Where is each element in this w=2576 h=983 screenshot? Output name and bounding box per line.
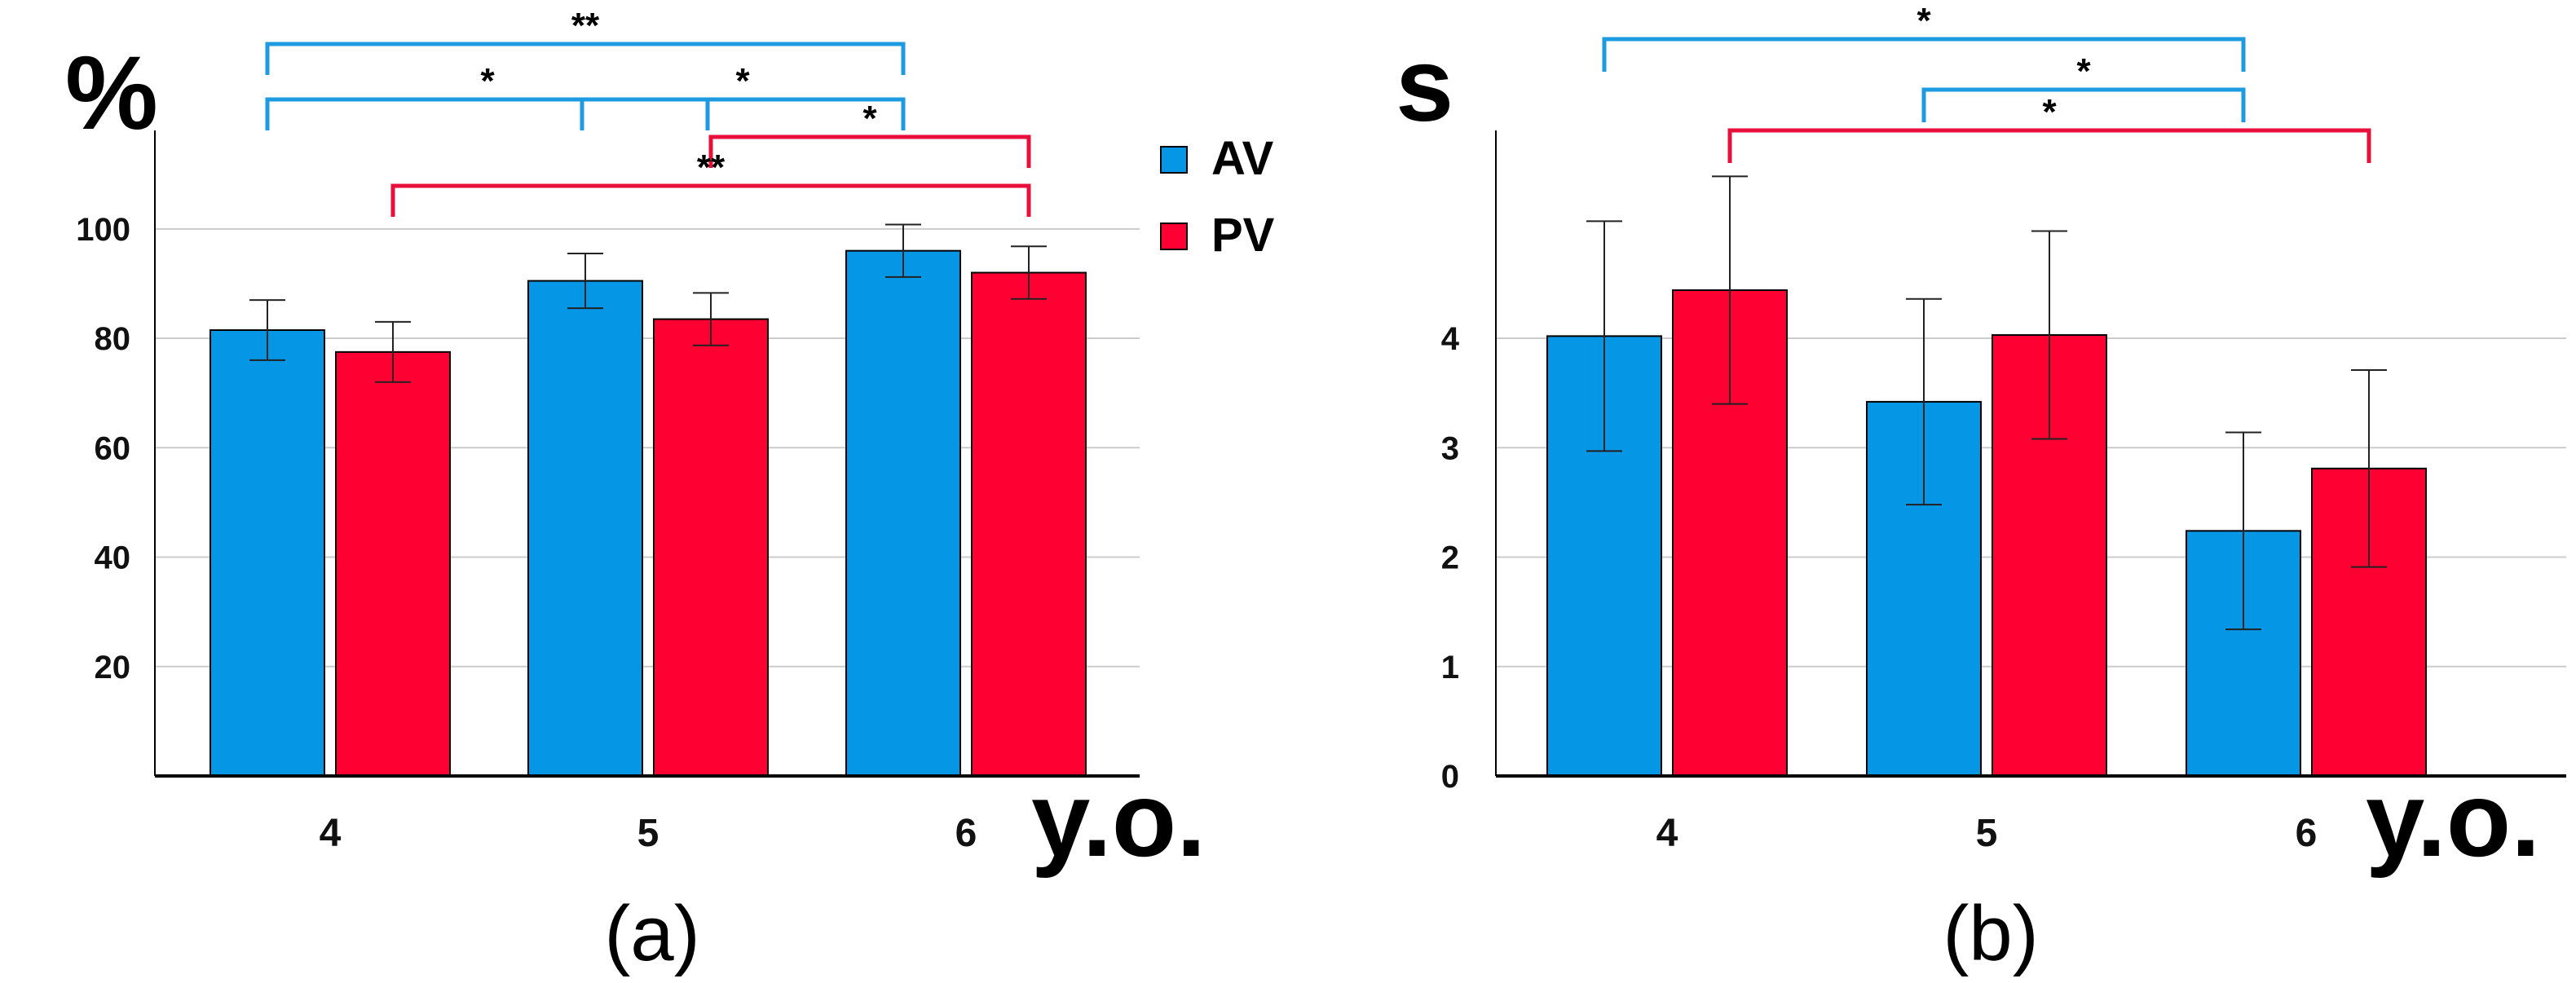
significance-marker: ** xyxy=(697,148,726,187)
significance-bracket: * xyxy=(1602,1,2246,72)
x-axis-label: y.o. xyxy=(2366,760,2540,879)
legend-label-av: AV xyxy=(1211,132,1274,185)
y-tick-label: 4 xyxy=(1441,321,1460,357)
significance-marker: * xyxy=(862,99,877,139)
error-bar xyxy=(885,223,921,278)
bracket-line xyxy=(265,97,710,130)
y-tick-label: 3 xyxy=(1441,430,1459,466)
error-bar xyxy=(2351,368,2387,568)
error-bar xyxy=(1906,298,1942,506)
error-bar xyxy=(567,253,603,310)
panel-label: (b) xyxy=(1943,890,2038,977)
bracket-line xyxy=(708,134,1031,168)
bracket-line xyxy=(580,97,906,130)
error-bar xyxy=(1011,245,1047,300)
y-axis-label: % xyxy=(65,35,158,152)
significance-marker: * xyxy=(735,61,750,101)
error-bar xyxy=(693,292,729,346)
y-tick-label: 0 xyxy=(1441,759,1459,795)
bar-av xyxy=(845,249,961,777)
x-tick-label: 6 xyxy=(2296,812,2318,855)
y-tick-label: 60 xyxy=(95,430,131,466)
bracket-line xyxy=(1602,37,2246,72)
x-tick-label: 4 xyxy=(1656,812,1678,855)
y-tick-label: 80 xyxy=(95,321,131,357)
significance-bracket: ** xyxy=(265,6,906,75)
bar-pv xyxy=(335,350,451,777)
x-tick-label: 4 xyxy=(320,812,342,855)
bar-pv xyxy=(971,271,1087,777)
legend: AV PV xyxy=(1160,132,1275,262)
significance-bracket: * xyxy=(265,61,710,130)
x-axis-label: y.o. xyxy=(1031,760,1206,879)
y-tick-label: 40 xyxy=(95,540,131,576)
significance-bracket: * xyxy=(580,61,906,130)
significance-marker: * xyxy=(2076,51,2091,91)
significance-bracket: ** xyxy=(390,148,1031,217)
bar-pv xyxy=(653,318,769,777)
y-axis-label: s xyxy=(1396,27,1453,143)
error-bar xyxy=(2031,230,2067,440)
significance-marker: ** xyxy=(571,6,600,46)
bracket-line xyxy=(265,42,906,75)
bracket-line xyxy=(390,183,1031,217)
bar-av xyxy=(210,328,325,778)
significance-bracket: * xyxy=(708,99,1031,168)
significance-marker: * xyxy=(1917,1,1931,41)
error-bar xyxy=(2225,431,2261,631)
y-tick-label: 100 xyxy=(76,212,130,248)
x-tick-label: 6 xyxy=(955,812,977,855)
legend-swatch-pv xyxy=(1160,223,1188,250)
y-tick-label: 20 xyxy=(95,650,131,685)
bracket-line xyxy=(1921,87,2246,122)
significance-marker: * xyxy=(2042,92,2057,132)
legend-swatch-av xyxy=(1160,146,1188,174)
legend-label-pv: PV xyxy=(1211,209,1275,262)
bar-av xyxy=(527,280,643,777)
error-bar xyxy=(1712,175,1748,405)
x-tick-label: 5 xyxy=(637,812,659,855)
error-bar xyxy=(1586,220,1622,452)
y-tick-label: 2 xyxy=(1441,540,1459,576)
significance-bracket: * xyxy=(1727,92,2371,163)
y-tick-label: 1 xyxy=(1441,650,1459,685)
significance-bracket: * xyxy=(1921,51,2246,122)
panel-label: (a) xyxy=(604,890,699,977)
bracket-line xyxy=(1727,128,2371,163)
x-tick-label: 5 xyxy=(1976,812,1998,855)
significance-marker: * xyxy=(480,61,495,101)
error-bar xyxy=(375,320,411,383)
error-bar xyxy=(249,299,285,361)
chart-panel-b: 0 1 2 3 4 4 5 6 s y.o. (b) * * * xyxy=(1396,1,2566,977)
